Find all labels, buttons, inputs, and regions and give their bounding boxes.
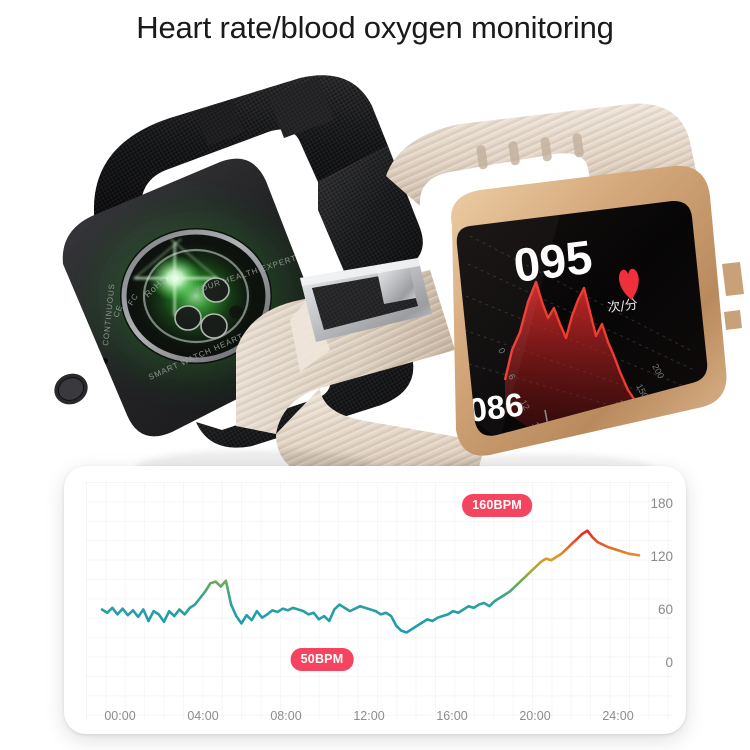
x-tick-2000: 20:00 [519,709,551,723]
x-tick-1200: 12:00 [353,709,385,723]
svg-text:0: 0 [496,346,507,355]
gold-watch-group: 095 次/分 086 072 [451,165,744,456]
heart-rate-line-chart [100,529,641,634]
x-tick-1600: 16:00 [436,709,468,723]
y-tick-120: 120 [650,549,673,564]
x-tick-0000: 00:00 [104,709,136,723]
svg-text:24: 24 [544,442,558,456]
svg-text:6: 6 [506,372,517,381]
max-bpm-badge: 160BPM [462,494,532,517]
y-tick-180: 180 [650,496,673,511]
metal-buckle [300,258,432,342]
x-tick-2400: 24:00 [602,709,634,723]
x-tick-0400: 04:00 [187,709,219,723]
y-tick-0: 0 [665,655,673,670]
page-title: Heart rate/blood oxygen monitoring [136,10,614,45]
x-tick-0800: 08:00 [270,709,302,723]
heart-rate-chart-card: 180 120 60 0 00:00 04:00 08:00 12:00 16:… [64,466,686,734]
svg-text:12: 12 [518,398,532,412]
watch-secondary-value: 086 [466,386,525,429]
watch-main-unit: 次/分 [607,296,639,316]
product-photo-svg: CE FC RoHS YOUR HEALTH EXPERT MADE IN CH… [54,75,744,498]
watch-main-value: 095 [511,230,595,292]
heart-icon [619,268,639,300]
heart-rate-line [100,529,641,634]
y-tick-60: 60 [657,602,673,617]
min-bpm-badge: 50BPM [290,648,354,671]
product-photo: CE FC RoHS YOUR HEALTH EXPERT MADE IN CH… [0,50,750,498]
chart-grid [86,482,672,720]
